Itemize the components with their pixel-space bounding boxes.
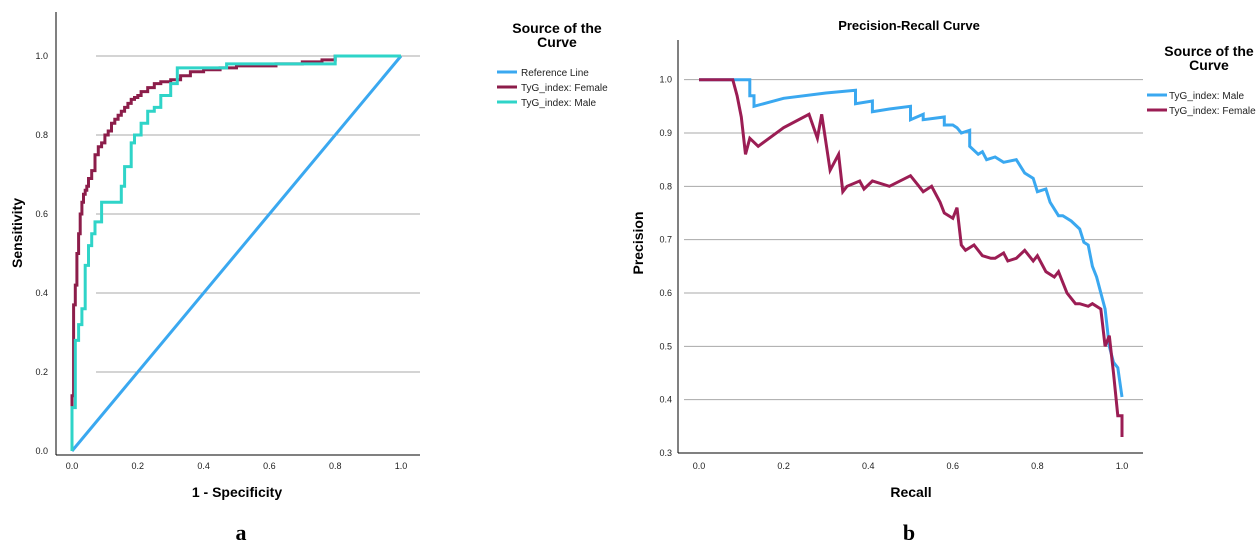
- roc-chart: 0.0 0.2 0.4 0.6 0.8 1.0 0.0 0.2 0.4 0.6 0.8 1.0 1 …: [9, 12, 608, 544]
- legend-entry: TyG_index: Female: [521, 83, 608, 94]
- x-tick-label: 0.6: [263, 461, 276, 471]
- y-tick-label: 0.4: [35, 288, 48, 298]
- x-tick-label: 0.2: [132, 461, 145, 471]
- y-tick-label: 1.0: [35, 51, 48, 61]
- legend-title: Source of the: [512, 20, 602, 36]
- series-line-tyg-index-male: [699, 78, 1124, 398]
- y-tick-label: 0.8: [659, 181, 672, 191]
- x-axis-label: 1 - Specificity: [192, 484, 282, 500]
- series-line-tyg-index-male: [70, 54, 401, 451]
- x-tick-label: 0.6: [947, 461, 960, 471]
- y-axis-label: Sensitivity: [9, 198, 25, 268]
- panel-label-a: a: [236, 520, 247, 544]
- x-tick-label: 1.0: [395, 461, 408, 471]
- y-tick-label: 1.0: [659, 75, 672, 85]
- legend-entry: TyG_index: Male: [1169, 91, 1244, 102]
- x-tick-label: 0.2: [777, 461, 790, 471]
- precision-recall-chart: Precision-Recall Curve 0.3 0.4 0.5 0.6 0.7 0.…: [630, 18, 1256, 544]
- y-tick-label: 0.5: [659, 341, 672, 351]
- y-tick-label: 0.7: [659, 235, 672, 245]
- panel-label-b: b: [903, 520, 915, 544]
- legend-title: Source of the: [1164, 43, 1254, 59]
- chart-title: Precision-Recall Curve: [838, 18, 980, 33]
- y-tick-label: 0.3: [659, 448, 672, 458]
- legend-entry: Reference Line: [521, 68, 589, 79]
- y-axis-label: Precision: [630, 211, 646, 274]
- series-line-reference-line: [70, 55, 403, 452]
- legend-title: Curve: [537, 34, 577, 50]
- legend-entry: TyG_index: Female: [1169, 106, 1256, 117]
- y-tick-label: 0.2: [35, 367, 48, 377]
- legend-entry: TyG_index: Male: [521, 98, 596, 109]
- series-line-tyg-index-female: [70, 54, 401, 451]
- x-tick-label: 0.8: [1031, 461, 1044, 471]
- legend-title: Curve: [1189, 57, 1229, 73]
- y-tick-label: 0.6: [659, 288, 672, 298]
- x-tick-label: 0.8: [329, 461, 342, 471]
- y-tick-label: 0.6: [35, 209, 48, 219]
- series-line-tyg-index-female: [699, 78, 1124, 437]
- x-tick-label: 0.4: [197, 461, 210, 471]
- x-tick-label: 0.4: [862, 461, 875, 471]
- x-tick-label: 0.0: [66, 461, 79, 471]
- y-tick-label: 0.4: [659, 395, 672, 405]
- y-tick-label: 0.9: [659, 128, 672, 138]
- x-axis-label: Recall: [890, 484, 931, 500]
- x-tick-label: 1.0: [1116, 461, 1129, 471]
- y-tick-label: 0.8: [35, 130, 48, 140]
- y-tick-label: 0.0: [35, 446, 48, 456]
- x-tick-label: 0.0: [693, 461, 706, 471]
